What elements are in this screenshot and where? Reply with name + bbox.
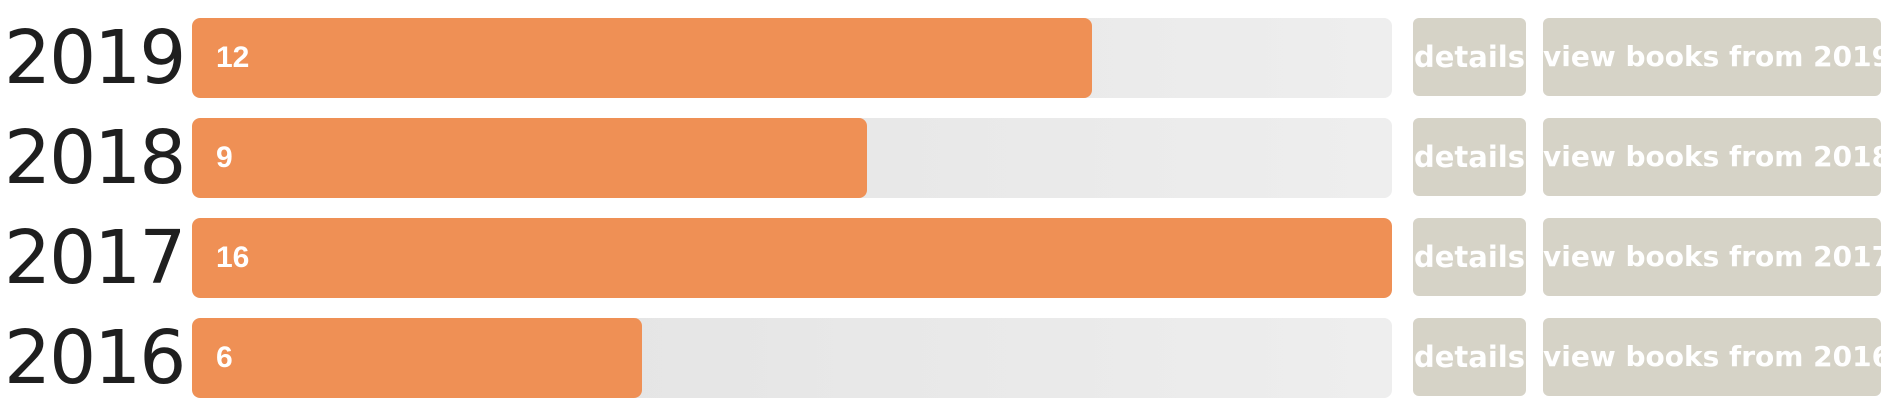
view-books-button[interactable]: view books from 2018	[1543, 118, 1891, 196]
details-button[interactable]: details	[1413, 218, 1526, 296]
bar-track: 6	[192, 318, 1392, 398]
view-books-button[interactable]: view books from 2017	[1543, 218, 1891, 296]
bar-count-label: 9	[216, 141, 233, 174]
bar-count-label: 12	[216, 41, 250, 74]
details-button[interactable]: details	[1413, 318, 1526, 396]
bar-fill	[192, 218, 1392, 298]
bar-count-label: 6	[216, 341, 233, 374]
view-books-button[interactable]: view books from 2019	[1543, 18, 1891, 96]
bar-fill	[192, 318, 642, 398]
year-label: 2019	[4, 15, 186, 101]
bar-fill	[192, 118, 867, 198]
view-books-button[interactable]: view books from 2016	[1543, 318, 1891, 396]
year-label: 2016	[4, 315, 186, 401]
bar-track: 9	[192, 118, 1392, 198]
chart-row: 2019 12 details view books from 2019	[0, 18, 1892, 98]
chart-row: 2018 9 details view books from 2018	[0, 118, 1892, 198]
bar-count-label: 16	[216, 241, 250, 274]
bar-track: 16	[192, 218, 1392, 298]
chart-row: 2016 6 details view books from 2016	[0, 318, 1892, 398]
details-button[interactable]: details	[1413, 18, 1526, 96]
year-label: 2018	[4, 115, 186, 201]
bar-track: 12	[192, 18, 1392, 98]
bar-fill	[192, 18, 1092, 98]
chart-row: 2017 16 details view books from 2017	[0, 218, 1892, 298]
year-label: 2017	[4, 215, 186, 301]
details-button[interactable]: details	[1413, 118, 1526, 196]
